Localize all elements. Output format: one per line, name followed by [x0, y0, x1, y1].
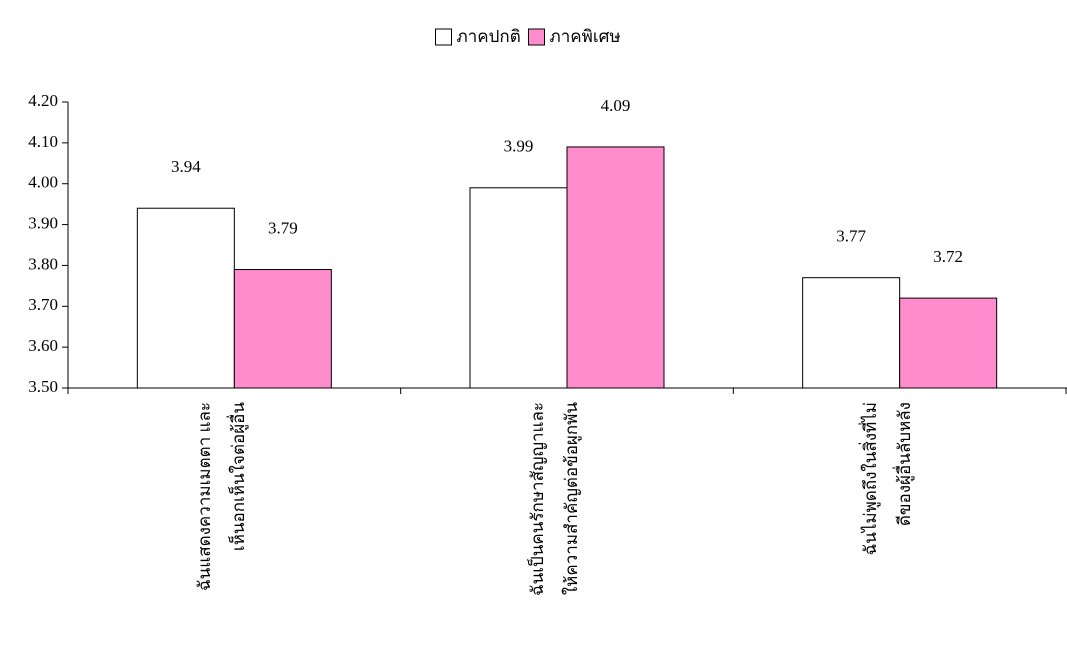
value-label: 3.72 — [933, 247, 963, 266]
y-tick-label: 3.90 — [28, 213, 58, 232]
y-tick-label: 3.60 — [28, 336, 58, 355]
y-tick-label: 3.80 — [28, 254, 58, 273]
legend-label: ภาคพิเศษ — [550, 27, 621, 46]
value-label: 3.79 — [268, 218, 298, 237]
value-label: 4.09 — [601, 96, 631, 115]
x-tick-label: ฉันแสดงความเมตตา และ เห็นอกเห็นใจต่อผู้อ… — [195, 402, 249, 591]
bar — [899, 297, 998, 389]
bar — [469, 187, 568, 389]
value-label: 3.94 — [171, 157, 201, 176]
bar — [802, 277, 901, 389]
y-tick-label: 4.20 — [28, 91, 58, 110]
value-label: 3.99 — [504, 137, 534, 156]
y-tick-label: 3.70 — [28, 295, 58, 314]
y-tick-label: 3.50 — [28, 377, 58, 396]
bar — [566, 146, 665, 389]
legend-swatch — [435, 28, 452, 46]
bar — [233, 269, 332, 389]
y-tick-label: 4.10 — [28, 132, 58, 151]
x-tick-label: ฉันเป็นคนรักษาสัญญาและ ให้ความสำคัญต่อข้… — [528, 402, 581, 596]
legend-label: ภาคปกติ — [457, 27, 521, 46]
value-label: 3.77 — [836, 227, 866, 246]
legend-swatch — [528, 28, 545, 46]
x-tick-label: ฉันไม่พูดถึงในสิ่งที่ไม่ ดีของผู้อื่นลับ… — [860, 402, 914, 556]
y-tick-label: 4.00 — [28, 173, 58, 192]
bar — [136, 207, 235, 389]
